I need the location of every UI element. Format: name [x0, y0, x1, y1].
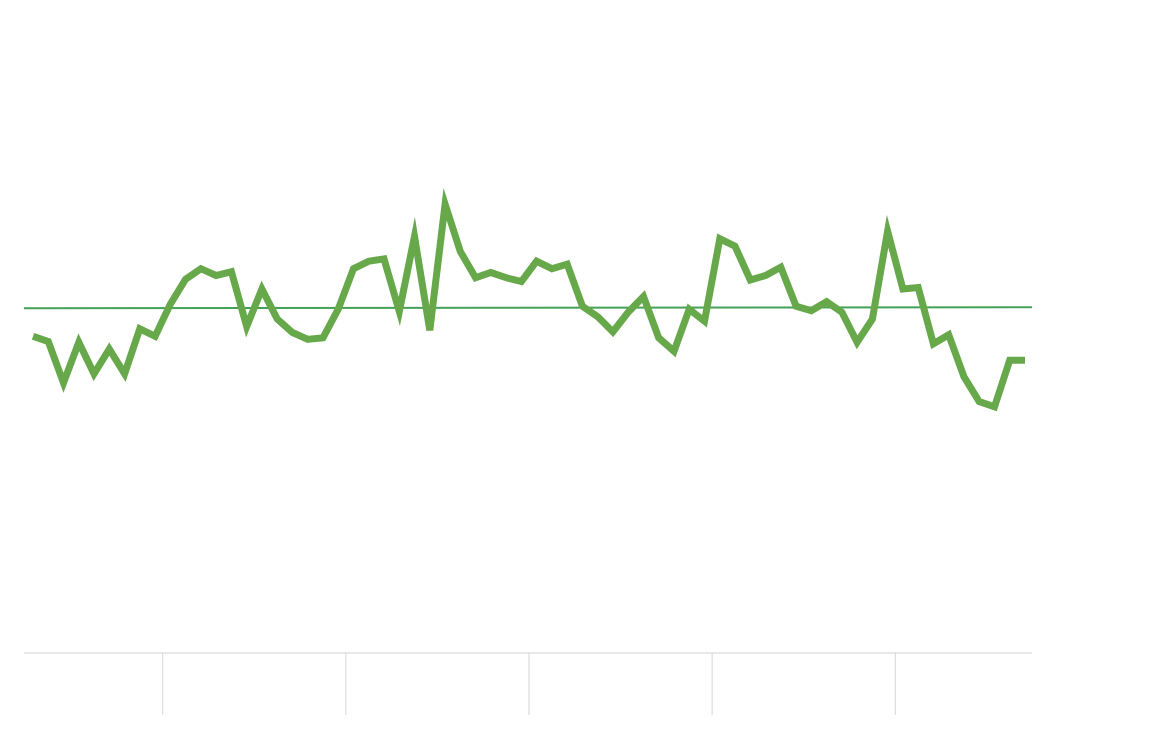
- reference-line: [23, 306, 1033, 310]
- x-axis-ticks: [162, 653, 896, 715]
- series-line: [31, 187, 1025, 412]
